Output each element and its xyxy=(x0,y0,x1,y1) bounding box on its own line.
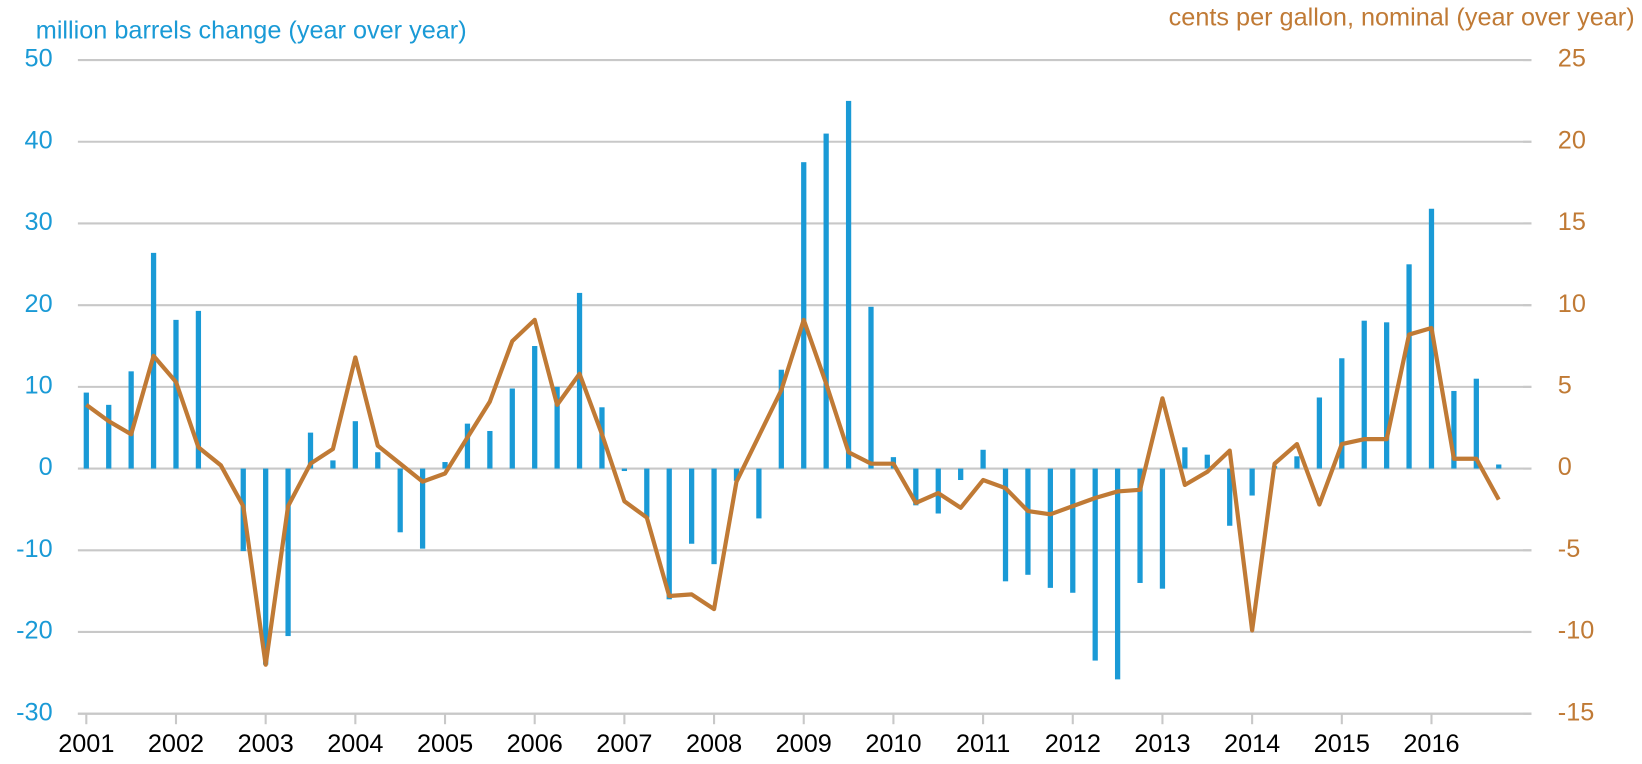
bar xyxy=(419,468,426,549)
bar xyxy=(1070,468,1076,593)
bar xyxy=(1339,358,1345,469)
y2-tick-label: -15 xyxy=(1558,698,1595,726)
bar xyxy=(106,404,112,469)
bar xyxy=(375,452,381,469)
y-tick-label: 40 xyxy=(25,126,53,154)
bar xyxy=(352,421,358,469)
bar xyxy=(756,468,762,519)
y2-tick-label: 10 xyxy=(1558,290,1586,318)
y2-tick-label: 20 xyxy=(1558,126,1586,154)
x-tick-label: 2014 xyxy=(1224,730,1280,758)
bar xyxy=(1204,454,1210,469)
y2-tick-label: 25 xyxy=(1558,45,1586,73)
bar xyxy=(397,468,403,533)
line xyxy=(85,317,1501,667)
x-tick-label: 2015 xyxy=(1314,730,1370,758)
bar xyxy=(442,462,448,469)
bar xyxy=(307,432,314,469)
y2-tick-label: -10 xyxy=(1558,617,1595,645)
bar xyxy=(576,292,583,469)
x-tick-label: 2008 xyxy=(686,730,742,758)
bar xyxy=(689,468,695,544)
bar xyxy=(1384,322,1390,469)
bar xyxy=(330,460,336,469)
bar xyxy=(554,386,560,469)
y2-axis-title: cents per gallon, nominal (year over yea… xyxy=(1169,4,1635,32)
x-tick-label: 2009 xyxy=(776,730,832,758)
bar xyxy=(1182,447,1188,469)
y2-tick-label: 0 xyxy=(1558,453,1572,481)
bar xyxy=(532,346,538,469)
bar xyxy=(1137,468,1143,583)
bar xyxy=(128,371,134,469)
bar xyxy=(1249,468,1255,496)
bar xyxy=(1047,468,1053,588)
bar xyxy=(711,468,717,565)
y2-tick-label: 5 xyxy=(1558,372,1572,400)
bar xyxy=(1159,468,1166,589)
y2-tick-label: 15 xyxy=(1558,208,1586,236)
bar xyxy=(509,388,515,469)
bar xyxy=(1316,397,1323,469)
bar xyxy=(464,423,471,469)
bar xyxy=(1114,468,1121,680)
y2-tick-label: -5 xyxy=(1558,535,1580,563)
bar xyxy=(1361,320,1367,469)
x-tick-label: 2006 xyxy=(507,730,563,758)
bar xyxy=(980,449,986,469)
bar xyxy=(644,468,650,518)
y-tick-label: 50 xyxy=(25,45,53,73)
x-tick-label: 2013 xyxy=(1134,730,1190,758)
x-tick-label: 2005 xyxy=(417,730,473,758)
x-tick-label: 2010 xyxy=(865,730,921,758)
bar xyxy=(173,319,179,469)
y-tick-label: -30 xyxy=(16,698,52,726)
bar xyxy=(778,369,784,469)
bar xyxy=(958,468,964,481)
y-tick-label: 30 xyxy=(25,208,53,236)
x-tick-label: 2011 xyxy=(956,730,1010,758)
bar xyxy=(801,162,807,469)
bar xyxy=(1406,264,1412,469)
bar xyxy=(845,100,852,469)
bar xyxy=(823,133,829,469)
x-tick-label: 2016 xyxy=(1403,730,1459,758)
y-tick-label: -20 xyxy=(16,617,52,645)
bar xyxy=(285,468,291,637)
bar xyxy=(83,392,89,469)
y-axis-title: million barrels change (year over year) xyxy=(36,16,467,44)
y-tick-label: 10 xyxy=(25,372,53,400)
bar xyxy=(1227,468,1233,526)
bar xyxy=(263,468,269,665)
bar xyxy=(1002,468,1009,582)
y-tick-label: -10 xyxy=(16,535,52,563)
bar xyxy=(868,306,874,469)
bar xyxy=(195,310,202,469)
bar xyxy=(913,468,919,506)
bar xyxy=(1451,390,1457,469)
x-tick-label: 2012 xyxy=(1045,730,1101,758)
y-tick-label: 0 xyxy=(39,453,53,481)
bar xyxy=(733,468,740,481)
x-tick-label: 2003 xyxy=(238,730,294,758)
bar xyxy=(1294,456,1300,469)
x-tick-label: 2004 xyxy=(327,730,383,758)
bar xyxy=(621,468,628,472)
bar xyxy=(1496,464,1502,469)
bar xyxy=(1092,468,1098,661)
x-tick-label: 2007 xyxy=(596,730,652,758)
y-tick-label: 20 xyxy=(25,290,53,318)
x-tick-label: 2002 xyxy=(148,730,204,758)
bar xyxy=(487,430,493,469)
bar xyxy=(666,468,672,600)
bar xyxy=(1473,378,1479,469)
bar xyxy=(1025,468,1031,575)
x-tick-label: 2001 xyxy=(58,730,114,758)
